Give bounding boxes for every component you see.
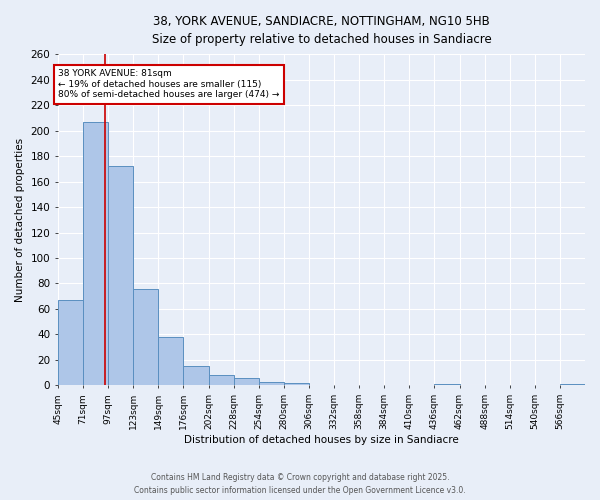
Bar: [58, 300, 83, 386]
Y-axis label: Number of detached properties: Number of detached properties: [15, 138, 25, 302]
Bar: [233, 378, 259, 386]
Text: 38 YORK AVENUE: 81sqm
← 19% of detached houses are smaller (115)
80% of semi-det: 38 YORK AVENUE: 81sqm ← 19% of detached …: [58, 70, 280, 99]
Bar: [158, 337, 184, 386]
Bar: [284, 383, 309, 386]
Bar: [108, 166, 133, 386]
Bar: [434, 384, 460, 386]
Text: Contains HM Land Registry data © Crown copyright and database right 2025.
Contai: Contains HM Land Registry data © Crown c…: [134, 474, 466, 495]
Bar: [259, 382, 284, 386]
Bar: [560, 384, 585, 386]
Bar: [133, 288, 158, 386]
Title: 38, YORK AVENUE, SANDIACRE, NOTTINGHAM, NG10 5HB
Size of property relative to de: 38, YORK AVENUE, SANDIACRE, NOTTINGHAM, …: [152, 15, 491, 46]
Bar: [83, 122, 108, 386]
Bar: [209, 375, 233, 386]
X-axis label: Distribution of detached houses by size in Sandiacre: Distribution of detached houses by size …: [184, 435, 459, 445]
Bar: [184, 366, 209, 386]
